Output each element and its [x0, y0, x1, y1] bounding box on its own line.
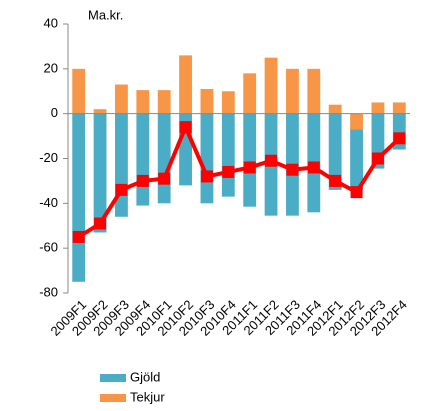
line-marker	[115, 183, 128, 196]
legend-label: Gjöld	[130, 369, 160, 384]
line-marker	[393, 132, 406, 145]
bar	[93, 109, 107, 114]
line-marker	[94, 217, 107, 230]
bar	[392, 102, 406, 114]
bar	[221, 91, 235, 114]
bar	[221, 113, 235, 197]
bar	[328, 113, 342, 190]
bar	[72, 68, 86, 114]
bar	[264, 57, 278, 114]
line-marker	[200, 170, 213, 183]
line-marker	[222, 165, 235, 178]
bar	[200, 113, 214, 204]
bar	[307, 68, 321, 114]
line-marker	[350, 186, 363, 199]
line-marker	[286, 163, 299, 176]
line-marker	[329, 174, 342, 187]
y-tick-label: 0	[51, 105, 58, 120]
bar	[136, 113, 150, 206]
line-marker	[243, 161, 256, 174]
unit-label: Ma.kr.	[88, 7, 123, 22]
y-tick-label: -80	[39, 284, 58, 299]
line-marker	[307, 161, 320, 174]
bar	[350, 113, 363, 130]
line-marker	[179, 121, 192, 134]
line-marker	[136, 174, 149, 187]
legend-swatch	[100, 394, 126, 402]
bar	[115, 113, 128, 217]
y-tick-label: -40	[39, 195, 58, 210]
bar	[328, 104, 342, 114]
y-tick-label: 20	[44, 60, 58, 75]
legend-swatch	[100, 374, 126, 382]
line	[77, 121, 401, 239]
legend-label: Tekjur	[130, 389, 165, 404]
line-marker	[158, 172, 171, 185]
bar	[93, 113, 107, 233]
bar	[243, 113, 257, 207]
bar	[179, 55, 192, 114]
line-marker	[72, 230, 85, 243]
bar	[243, 73, 257, 114]
line-marker	[371, 152, 384, 165]
bar	[157, 90, 171, 114]
y-tick-label: -60	[39, 240, 58, 255]
bar	[72, 113, 86, 282]
bar	[115, 84, 128, 114]
bar	[286, 68, 299, 114]
y-tick-label: -20	[39, 150, 58, 165]
line-marker	[265, 154, 278, 167]
bar	[371, 102, 385, 114]
bar	[157, 113, 171, 204]
bar	[200, 89, 214, 114]
y-tick-label: 40	[44, 15, 58, 30]
bar	[136, 90, 150, 114]
bar	[350, 129, 363, 190]
